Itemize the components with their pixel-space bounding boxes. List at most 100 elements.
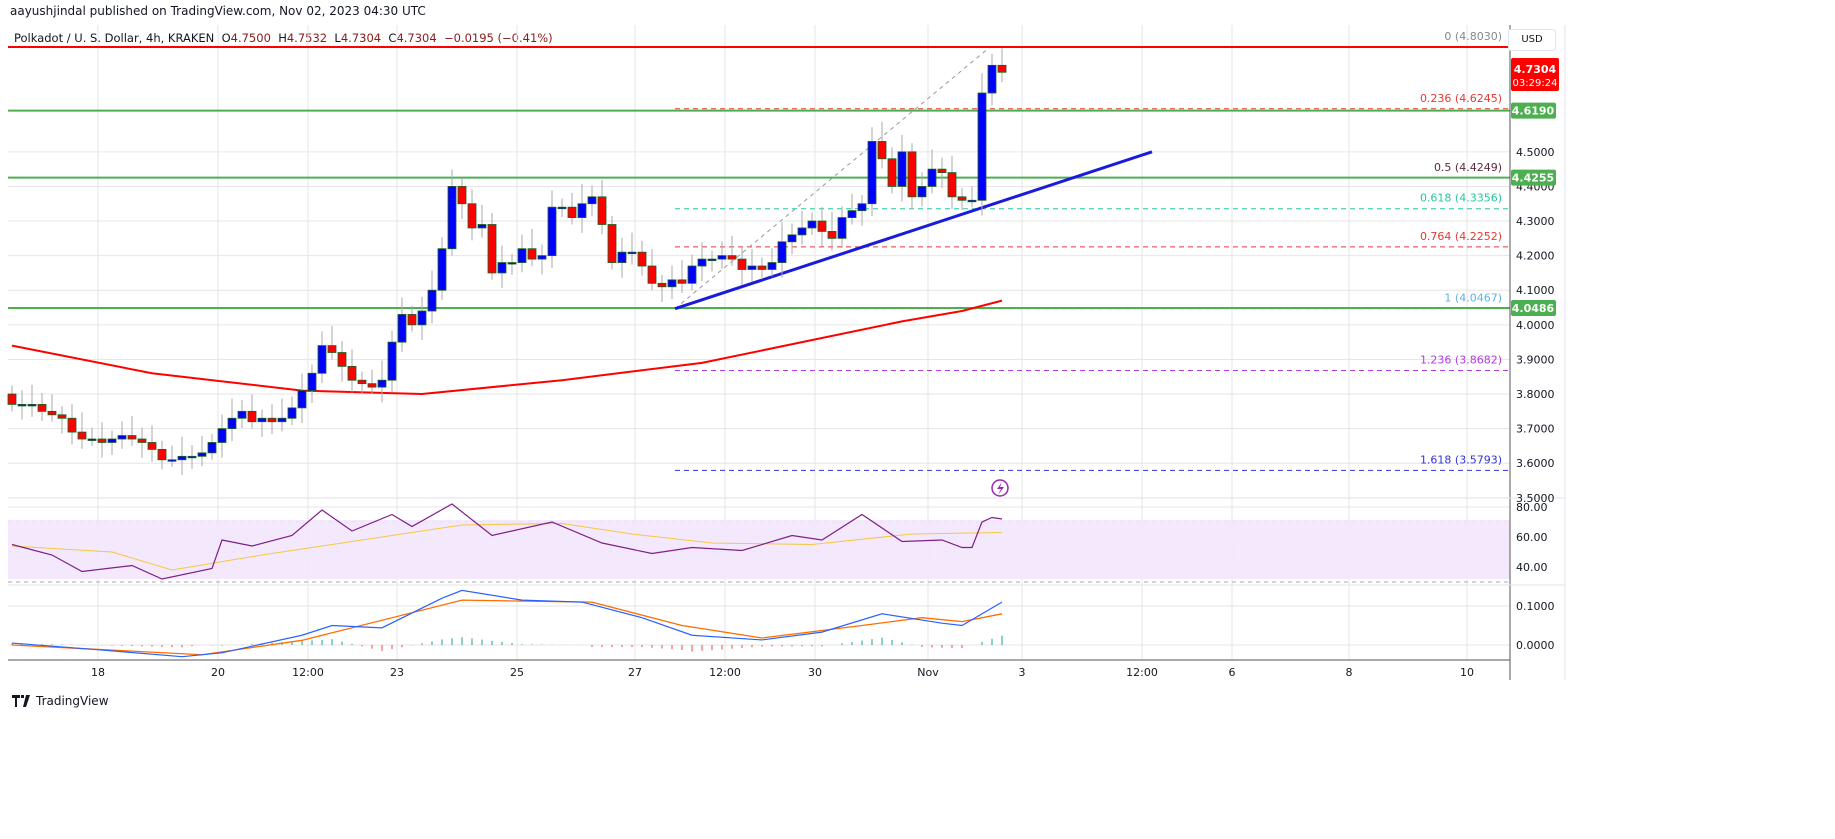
rsi-signal-line [11, 522, 1003, 571]
sma-100-line [11, 299, 1003, 396]
brand-name: TradingView [36, 694, 109, 708]
candle-body [17, 404, 27, 407]
candle [807, 212, 817, 235]
candle-body [57, 414, 67, 419]
candle [87, 427, 97, 446]
candle-body [897, 151, 907, 187]
candle-body [197, 452, 207, 457]
x-tick-label: 6 [1229, 666, 1236, 679]
candle [77, 412, 87, 449]
candle [347, 349, 357, 393]
candle-body [317, 345, 327, 374]
candle-body [477, 224, 487, 229]
candle [687, 254, 697, 291]
candle-body [227, 417, 237, 430]
candle-body [357, 379, 367, 385]
candle-body [327, 345, 337, 353]
candle [537, 244, 547, 275]
candle [107, 430, 117, 455]
level-tag [1511, 169, 1556, 186]
candle-body [507, 262, 517, 265]
candle-body [87, 438, 97, 441]
candle [467, 189, 477, 241]
candle [37, 393, 47, 422]
candle-body [167, 459, 177, 462]
candle-body [737, 258, 747, 270]
candle [277, 398, 287, 432]
y-tick-label: 4.0000 [1516, 319, 1555, 332]
candle-body [337, 352, 347, 367]
candle-body [557, 206, 567, 210]
low-label: L [334, 31, 341, 45]
candle [367, 369, 377, 395]
candle-body [707, 258, 717, 261]
candle-body [747, 265, 757, 270]
candle [57, 406, 67, 434]
candle [767, 248, 777, 277]
candle [327, 325, 337, 360]
candle [387, 330, 397, 393]
price-tag: 4.7304 03:29:24 [1511, 58, 1559, 91]
y-tick-label: 4.1000 [1516, 284, 1555, 297]
candle-body [907, 151, 917, 198]
fib-level-label: 1.618 (3.5793) [1420, 453, 1502, 466]
candle-body [347, 365, 357, 381]
level-tag-label: 4.4255 [1512, 172, 1554, 185]
candle [207, 433, 217, 460]
low-value: 4.7304 [340, 31, 382, 45]
candle [47, 394, 57, 422]
tradingview-logo[interactable]: TradingView [12, 694, 109, 708]
candle-body [697, 258, 707, 267]
candle [97, 422, 107, 458]
fib-level-label: 0.764 (4.2252) [1420, 230, 1502, 243]
candle-body [797, 227, 807, 236]
candle [617, 237, 627, 278]
candle-body [577, 203, 587, 218]
candle-body [627, 251, 637, 255]
x-tick-label: 20 [211, 666, 225, 679]
candle-body [397, 314, 407, 343]
rsi-tick-label: 80.00 [1516, 501, 1548, 514]
candle [927, 149, 937, 194]
candle [957, 188, 967, 210]
macd-signal-line [11, 599, 1003, 656]
candle [667, 265, 677, 300]
currency-button[interactable]: USD [1508, 29, 1556, 51]
candle-body [817, 220, 827, 232]
candle [637, 240, 647, 276]
candle-body [487, 224, 497, 274]
candle-body [257, 417, 267, 423]
candle-body [367, 383, 377, 388]
candle [567, 193, 577, 225]
candle [287, 396, 297, 426]
candle [377, 360, 387, 403]
y-tick-label: 3.9000 [1516, 353, 1555, 366]
lightning-icon[interactable] [991, 479, 1009, 497]
candle-body [297, 390, 307, 409]
macd-tick-label: 0.0000 [1516, 639, 1555, 652]
chart-canvas[interactable]: 0 (4.8030) 0.236 (4.6245) 0.5 (4.4249) 0.61… [0, 0, 1835, 690]
rsi-band [8, 520, 1510, 579]
candle [747, 249, 757, 282]
candle [657, 274, 667, 303]
close-label: C [388, 31, 397, 45]
candle [157, 440, 167, 470]
candle [707, 250, 717, 272]
candle-body [777, 241, 787, 263]
x-tick-label: 3 [1019, 666, 1026, 679]
candle [817, 206, 827, 247]
candle [937, 157, 947, 188]
candle [177, 436, 187, 476]
candle-body [207, 442, 217, 454]
candle [867, 127, 877, 217]
candle [717, 241, 727, 269]
candle [587, 185, 597, 217]
trend-line [674, 150, 1153, 311]
candle [917, 172, 927, 207]
candle-body [927, 168, 937, 187]
fib-level-label: 1 (4.0467) [1444, 292, 1502, 305]
candle-body [157, 448, 167, 461]
x-tick-label: 12:00 [292, 666, 324, 679]
candle [697, 242, 707, 282]
candle [117, 421, 127, 449]
